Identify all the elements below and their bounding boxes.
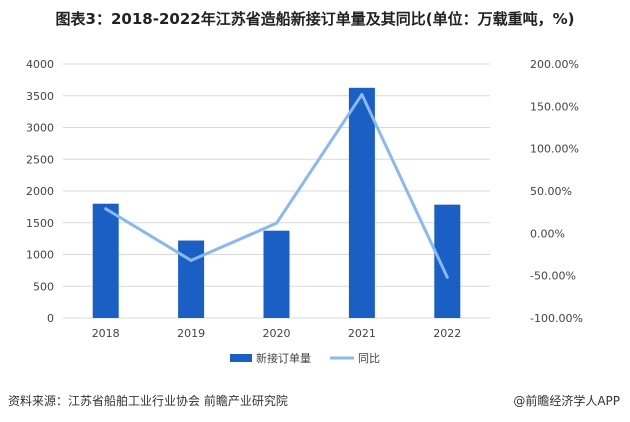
yoy-point-2019 — [189, 258, 193, 262]
left-tick-label: 4000 — [26, 58, 54, 71]
right-tick-label: -100.00% — [530, 312, 583, 325]
bar-2018 — [92, 203, 119, 318]
right-tick-label: 200.00% — [530, 58, 579, 71]
right-tick-label: 0.00% — [530, 227, 565, 240]
chart-title: 图表3：2018-2022年江苏省造船新接订单量及其同比(单位：万载重吨，%) — [55, 10, 575, 28]
legend-bar-label: 新接订单量 — [256, 351, 311, 365]
right-tick-label: 50.00% — [530, 185, 572, 198]
bar-2020 — [263, 230, 290, 318]
left-tick-label: 3000 — [26, 122, 54, 135]
app-credit: @前瞻经济学人APP — [513, 394, 620, 408]
x-tick-label: 2021 — [348, 327, 376, 340]
left-tick-label: 2000 — [26, 185, 54, 198]
x-tick-label: 2019 — [177, 327, 205, 340]
source-note: 资料来源：江苏省船舶工业行业协会 前瞻产业研究院 — [8, 394, 288, 408]
legend-bar-swatch — [230, 354, 252, 362]
left-tick-label: 2500 — [26, 153, 54, 166]
right-tick-label: 100.00% — [530, 143, 579, 156]
yoy-point-2022 — [445, 275, 449, 279]
yoy-point-2020 — [275, 221, 278, 225]
yoy-point-2021 — [360, 92, 364, 96]
right-tick-label: -50.00% — [530, 270, 576, 283]
x-tick-label: 2020 — [263, 327, 291, 340]
left-tick-label: 1000 — [26, 249, 54, 262]
right-tick-label: 150.00% — [530, 100, 579, 113]
bar-2021 — [348, 87, 375, 318]
left-tick-label: 500 — [33, 280, 54, 293]
x-tick-label: 2018 — [92, 327, 120, 340]
left-tick-label: 0 — [47, 312, 54, 325]
x-tick-label: 2022 — [433, 327, 461, 340]
left-tick-label: 3500 — [26, 90, 54, 103]
left-tick-label: 1500 — [26, 217, 54, 230]
yoy-point-2018 — [104, 207, 108, 211]
legend-line-label: 同比 — [358, 352, 380, 365]
bar-2019 — [178, 240, 205, 318]
